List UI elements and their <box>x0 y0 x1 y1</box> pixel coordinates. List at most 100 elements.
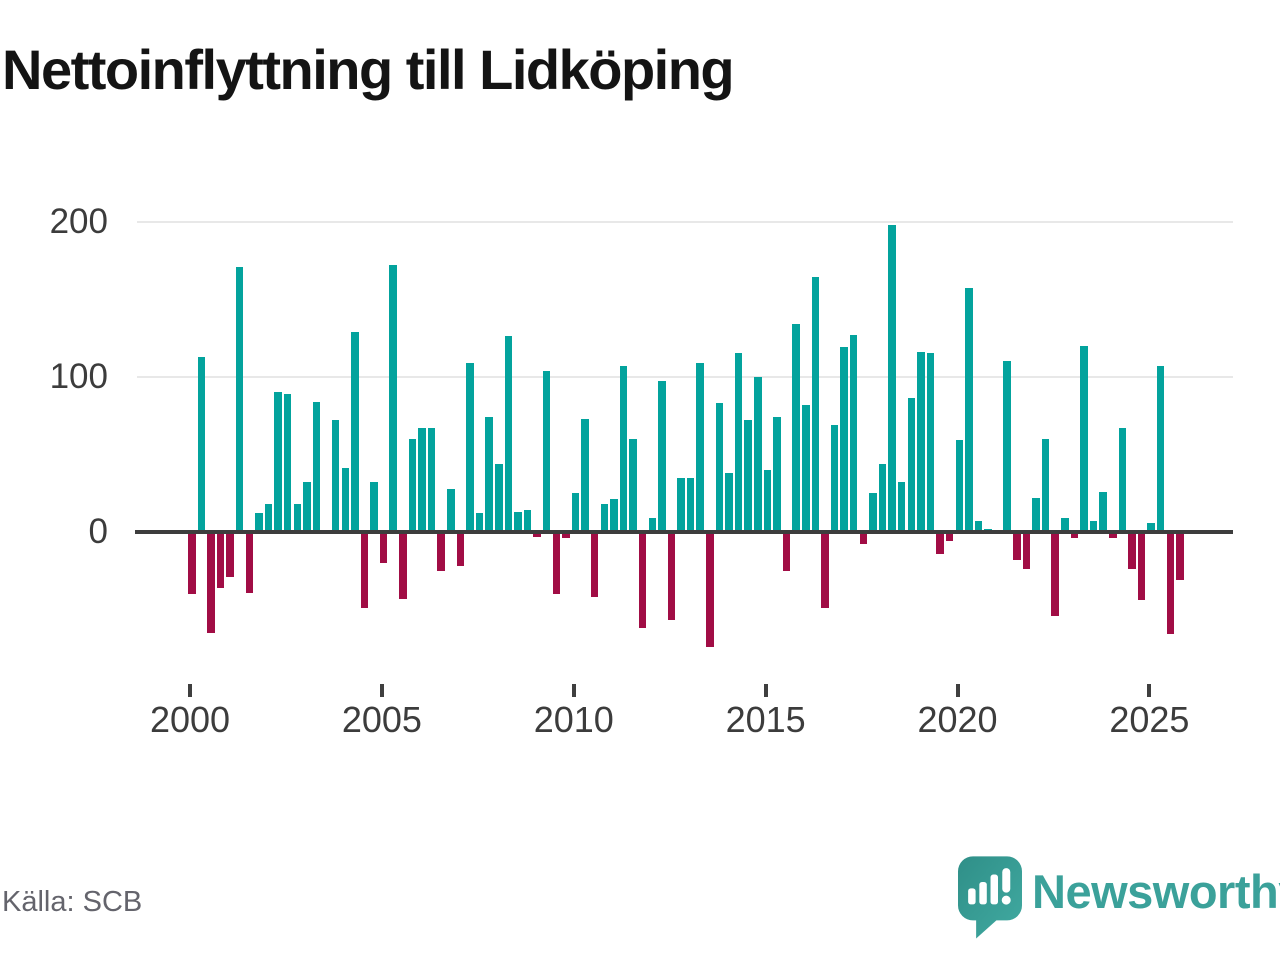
bar <box>1156 365 1165 532</box>
bar <box>341 468 349 532</box>
x-axis-tick-label: 2005 <box>341 699 422 740</box>
x-axis-zero-line <box>135 530 1233 534</box>
bar <box>1013 532 1021 560</box>
bar <box>638 532 647 629</box>
bar <box>600 504 609 532</box>
bar <box>811 277 820 532</box>
bar <box>1022 532 1031 570</box>
x-axis-tick-label: 2015 <box>725 699 806 740</box>
bar <box>552 532 561 595</box>
bar <box>216 532 225 588</box>
bar <box>936 532 944 554</box>
bar <box>351 331 359 532</box>
bar <box>629 438 637 532</box>
bar <box>408 438 417 532</box>
bar <box>562 532 570 539</box>
bar <box>274 392 282 532</box>
bar <box>849 334 858 532</box>
gridline-y100 <box>137 375 1233 378</box>
bar <box>456 532 465 567</box>
bar <box>312 401 321 532</box>
x-axis-tick-label: 2010 <box>533 699 614 740</box>
bar <box>427 427 436 532</box>
bar <box>610 499 618 532</box>
x-axis-tick-label: 2000 <box>149 699 231 740</box>
bar <box>744 420 752 532</box>
x-axis-tick <box>188 684 192 697</box>
chart-title: Nettoinflyttning till Lidköping <box>2 38 735 101</box>
bar <box>907 398 916 532</box>
bar <box>1176 532 1184 581</box>
bar <box>495 463 503 532</box>
bar <box>360 532 369 609</box>
bar <box>782 532 791 571</box>
bar <box>734 353 743 532</box>
bar <box>667 532 676 621</box>
x-axis-tick-label: 2025 <box>1109 699 1190 740</box>
y-axis-tick-label: 0 <box>88 512 108 551</box>
y-axis-tick-label: 200 <box>49 201 108 241</box>
x-axis-tick <box>571 684 576 697</box>
bar <box>859 532 868 545</box>
bar <box>1041 438 1050 532</box>
bar <box>514 511 522 532</box>
bar <box>1061 518 1069 532</box>
bar <box>686 477 695 532</box>
bar <box>955 440 964 532</box>
bar <box>571 493 580 532</box>
bar <box>1070 532 1079 539</box>
bar <box>283 393 292 532</box>
bar <box>523 510 532 532</box>
bar <box>917 351 925 532</box>
bar <box>197 356 206 532</box>
bar <box>840 347 848 532</box>
brand-logo: Newsworthy <box>958 856 1280 940</box>
bar <box>235 266 244 532</box>
bar <box>658 381 666 532</box>
y-axis-tick-label: 100 <box>49 356 108 396</box>
newsworthy-logo-icon <box>958 856 1022 939</box>
bar <box>293 504 302 532</box>
bar <box>331 420 340 532</box>
bar <box>1128 532 1136 570</box>
bar <box>869 493 877 532</box>
bar <box>830 424 839 532</box>
bar <box>677 477 685 532</box>
source-caption: Källa: SCB <box>2 886 143 918</box>
bar <box>418 427 426 532</box>
bar <box>773 417 781 532</box>
bar <box>821 532 829 609</box>
x-axis-tick <box>955 684 960 697</box>
bar <box>1003 361 1011 532</box>
bar <box>1118 427 1127 532</box>
bar <box>207 532 215 633</box>
bar <box>1137 532 1146 601</box>
bar <box>264 504 273 532</box>
bar <box>1080 345 1088 532</box>
x-axis-tick-label: 2020 <box>917 699 998 740</box>
bar <box>504 336 513 532</box>
bar <box>255 513 263 532</box>
bar <box>974 521 983 532</box>
bar <box>475 513 484 532</box>
bar <box>485 417 493 532</box>
bar <box>725 473 733 532</box>
bar <box>447 488 455 532</box>
bar <box>792 323 800 532</box>
bar <box>590 532 599 598</box>
bar <box>1166 532 1175 635</box>
bar <box>619 365 628 532</box>
bar <box>878 463 887 532</box>
bar <box>715 403 724 532</box>
x-axis-tick <box>379 684 384 697</box>
bar <box>399 532 407 599</box>
bar <box>648 518 656 532</box>
x-axis-tick <box>1147 684 1152 697</box>
bar <box>1089 521 1098 532</box>
bar <box>965 288 973 532</box>
bar <box>897 482 906 532</box>
bar <box>226 532 234 578</box>
bar <box>802 404 810 532</box>
bar <box>542 370 551 532</box>
bar <box>1109 532 1117 539</box>
